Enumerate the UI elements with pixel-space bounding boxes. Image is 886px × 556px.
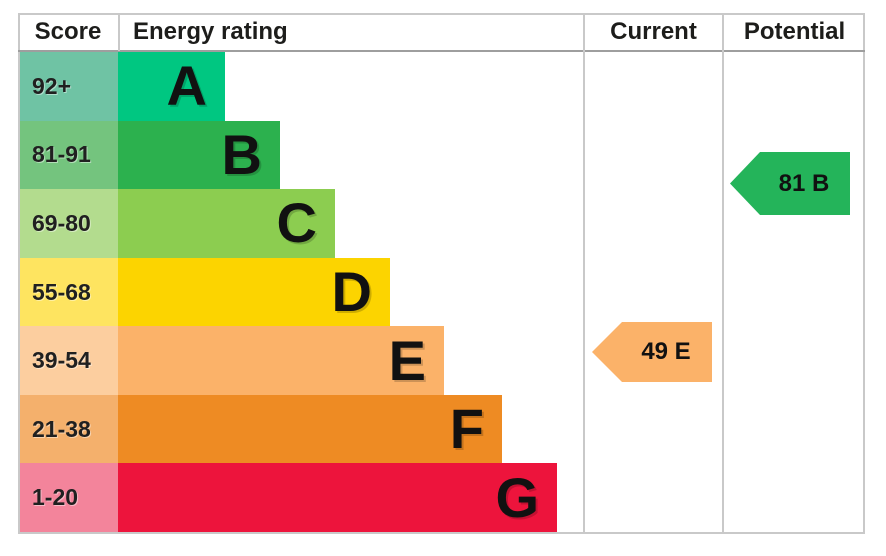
band-bar: G bbox=[118, 463, 557, 533]
band-row: 1-20 G bbox=[20, 463, 863, 533]
header-current: Current bbox=[610, 17, 697, 45]
band-row: 21-38 F bbox=[20, 394, 863, 464]
band-row: 55-68 D bbox=[20, 257, 863, 327]
band-score-range: 81-91 bbox=[20, 120, 118, 190]
header-energy-rating: Energy rating bbox=[133, 17, 288, 45]
potential-column-divider bbox=[722, 15, 724, 532]
epc-table: Score Energy rating Current Potential 92… bbox=[18, 13, 865, 534]
band-bar: F bbox=[118, 394, 502, 464]
band-row: 92+ A bbox=[20, 52, 863, 121]
band-score-range: 21-38 bbox=[20, 394, 118, 464]
band-score-range: 55-68 bbox=[20, 257, 118, 327]
band-row: 39-54 E bbox=[20, 326, 863, 395]
score-column-divider bbox=[118, 13, 120, 51]
table-top-border bbox=[18, 13, 865, 15]
band-score-range: 69-80 bbox=[20, 189, 118, 258]
band-row: 69-80 C bbox=[20, 189, 863, 258]
potential-rating-label: 81 B bbox=[778, 169, 830, 197]
band-rows: 92+ A 81-91 B 69-80 C 55-68 D 39-54 E bbox=[20, 52, 863, 533]
current-rating-arrow: 49 E bbox=[592, 322, 712, 382]
band-bar: D bbox=[118, 257, 390, 327]
table-right-border bbox=[863, 13, 865, 534]
band-bar: C bbox=[118, 189, 335, 258]
band-row: 81-91 B bbox=[20, 120, 863, 190]
current-rating-label: 49 E bbox=[641, 338, 691, 365]
band-score-range: 39-54 bbox=[20, 326, 118, 395]
band-bar: E bbox=[118, 326, 444, 395]
table-bottom-border bbox=[18, 532, 865, 534]
header-score: Score bbox=[34, 17, 102, 45]
band-bar: A bbox=[118, 52, 225, 121]
band-score-range: 1-20 bbox=[20, 463, 118, 533]
band-bar: B bbox=[118, 120, 280, 190]
band-score-range: 92+ bbox=[20, 52, 118, 121]
current-column-divider bbox=[583, 15, 585, 532]
header-divider bbox=[18, 50, 865, 52]
header-potential: Potential bbox=[743, 17, 846, 45]
potential-rating-arrow: 81 B bbox=[730, 152, 850, 215]
table-left-border bbox=[18, 13, 20, 534]
